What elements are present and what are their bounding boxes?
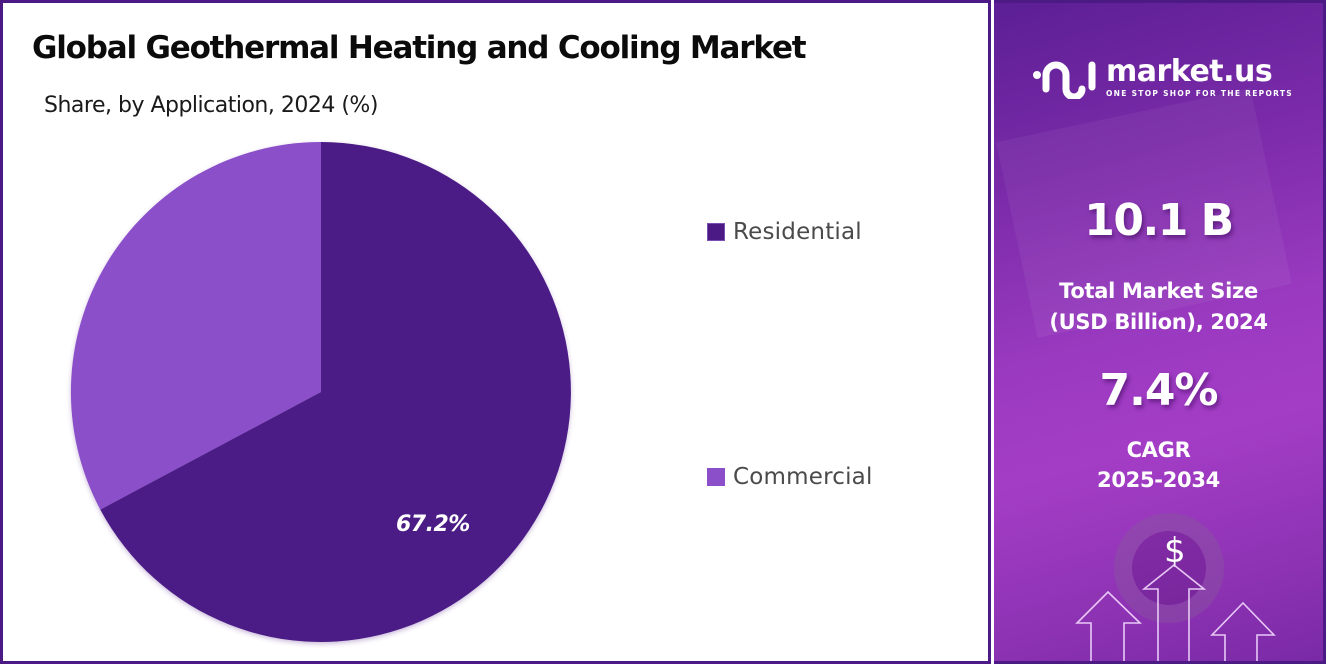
brand-tagline: ONE STOP SHOP FOR THE REPORTS — [1106, 88, 1293, 98]
panel-divider — [988, 0, 994, 664]
chart-subtitle: Share, by Application, 2024 (%) — [44, 93, 378, 118]
legend-label-commercial: Commercial — [733, 464, 873, 490]
pie-slice-commercial[interactable] — [70, 142, 321, 510]
brand-name: market.us — [1106, 53, 1273, 89]
market-size-label-line2: (USD Billion), 2024 — [1049, 310, 1268, 334]
cagr-label-line1: CAGR — [1126, 438, 1191, 462]
legend-label-residential: Residential — [733, 219, 862, 245]
stats-panel: market.us ONE STOP SHOP FOR THE REPORTS … — [994, 3, 1323, 661]
chart-title: Global Geothermal Heating and Cooling Ma… — [32, 30, 807, 66]
legend-item-residential[interactable]: Residential — [707, 219, 862, 245]
cagr-value: 7.4% — [1099, 365, 1218, 416]
legend-swatch-residential — [707, 223, 725, 241]
legend-item-commercial[interactable]: Commercial — [707, 464, 873, 490]
cagr-label-line2: 2025-2034 — [1097, 468, 1220, 492]
pie-slice-residential[interactable] — [100, 142, 571, 642]
dollar-icon: $ — [1164, 531, 1186, 571]
market-size-value: 10.1 B — [1084, 195, 1234, 246]
brand-logo[interactable]: market.us ONE STOP SHOP FOR THE REPORTS — [1032, 55, 1293, 99]
growth-arrows-icon — [1075, 563, 1276, 661]
legend-swatch-commercial — [707, 468, 725, 486]
market-us-logo-icon — [1033, 61, 1096, 99]
pie-label-residential: 67.2% — [396, 512, 470, 537]
pie-chart: 67.2% — [70, 142, 571, 642]
market-size-label-line1: Total Market Size — [1059, 279, 1258, 303]
